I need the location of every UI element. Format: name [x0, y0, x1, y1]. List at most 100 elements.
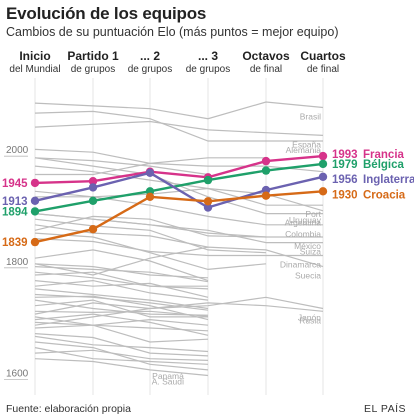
series-name-inglaterra: Inglaterra: [363, 174, 414, 186]
background-line-panam-: [34, 341, 209, 371]
background-line-7: [34, 232, 267, 271]
background-line-suiza: [34, 213, 323, 244]
stage-header-5: Octavos: [242, 49, 290, 63]
background-line-port: [34, 165, 323, 206]
team-label-colombia: Colombia: [285, 229, 321, 239]
background-line-brasil: [34, 101, 324, 120]
background-line-m-xico: [34, 215, 323, 238]
team-label-port: Port: [305, 209, 321, 219]
stage-header-4: ... 3: [198, 49, 218, 63]
y-tick-label-1800: 1800: [6, 257, 29, 268]
brand-logo: EL PAÍS: [363, 403, 406, 415]
chart-title: Evolución de los equipos: [6, 4, 207, 23]
line-b-lgica: [34, 162, 324, 213]
team-label-suecia: Suecia: [295, 271, 321, 281]
point-croacia-2: [88, 225, 98, 234]
background-line-jap-n: [34, 296, 324, 315]
y-axis-ticks: 2000 1800 1600: [4, 145, 29, 380]
line-inglaterra: [34, 171, 324, 209]
point-inglaterra-2: [88, 183, 98, 192]
point-francia-6: [318, 151, 328, 161]
background-line-5: [34, 218, 267, 254]
point-inglaterra-4: [203, 203, 213, 212]
background-line-15: [34, 288, 209, 310]
team-label-suiza: Suiza: [300, 247, 322, 257]
team-label-m-xico: México: [294, 241, 321, 251]
background-line-28: [34, 349, 209, 361]
background-line-14: [34, 279, 209, 301]
background-line-26: [34, 335, 209, 353]
start-value-inglaterra: 1913: [2, 196, 28, 208]
end-value-b-lgica: 1979: [332, 159, 358, 171]
point-croacia-3: [145, 192, 155, 201]
stage-subheader-2: de grupos: [71, 64, 115, 75]
background-line-11: [34, 271, 208, 287]
point-francia-5: [261, 156, 271, 166]
background-line-12: [34, 271, 209, 290]
start-value-b-lgica: 1894: [2, 206, 28, 218]
end-value-francia: 1993: [332, 149, 358, 161]
background-line-alemania: [34, 110, 323, 142]
background-line-10: [34, 266, 209, 283]
y-tick-label-1600: 1600: [6, 368, 29, 379]
background-line-20: [34, 310, 209, 317]
stage-header-1: Inicio: [19, 49, 50, 63]
background-line-24: [34, 324, 209, 343]
stage-subheader-3: de grupos: [128, 64, 172, 75]
background-line-25: [34, 333, 209, 357]
end-value-inglaterra: 1956: [332, 174, 358, 186]
highlighted-team-lines: [30, 151, 328, 247]
series-name-croacia: Croacia: [363, 189, 406, 201]
point-croacia-1: [30, 237, 40, 247]
background-line-23: [34, 321, 209, 332]
source-note: Fuente: elaboración propia: [6, 403, 131, 415]
point-croacia-4: [203, 197, 213, 206]
background-line-a-saud-: [34, 358, 209, 377]
team-label-a-saud-: A. Saudí: [152, 377, 185, 387]
point-croacia-6: [318, 187, 328, 196]
start-value-croacia: 1839: [2, 237, 28, 249]
point-francia-2: [88, 177, 98, 186]
series-name-b-lgica: Bélgica: [363, 159, 405, 171]
background-line-17: [34, 295, 209, 321]
background-line-27: [34, 347, 209, 365]
team-label-brasil: Brasil: [300, 112, 321, 122]
point-inglaterra-1: [30, 196, 40, 205]
team-label-argentina: Argentina: [285, 218, 322, 228]
team-label-dinamarca: Dinamarca: [280, 259, 321, 269]
stage-subheader-1: del Mundial: [9, 64, 60, 75]
stage-subheader-5: de final: [250, 64, 282, 75]
background-line-dinamarca: [34, 238, 323, 257]
team-label-alemania: Alemania: [286, 145, 322, 155]
background-line-rusia: [34, 302, 324, 326]
background-line-colombia: [34, 190, 323, 226]
point-inglaterra-3: [145, 168, 155, 177]
stage-header-2: Partido 1: [67, 49, 119, 63]
point-b-lgica-1: [30, 207, 40, 216]
team-label-espa-a: España: [292, 139, 321, 149]
background-line-8: [34, 249, 209, 282]
stage-subheader-4: de grupos: [186, 64, 230, 75]
stage-header-6: Cuartos: [300, 49, 346, 63]
team-label-rusia: Rusia: [299, 315, 321, 325]
end-value-croacia: 1930: [332, 189, 358, 201]
team-label-jap-n: Japón: [298, 312, 321, 322]
point-b-lgica-5: [261, 166, 271, 175]
background-line-suecia: [34, 246, 324, 276]
background-line-3: [35, 157, 266, 176]
point-inglaterra-6: [318, 172, 328, 181]
line-croacia: [34, 190, 324, 244]
team-label-uruguay: Uruguay: [289, 215, 322, 225]
y-tick-label-2000: 2000: [6, 145, 29, 156]
background-line-espa-a: [34, 120, 324, 136]
background-team-lines: [34, 101, 324, 377]
team-label-panam-: Panamá: [152, 371, 184, 381]
point-b-lgica-6: [318, 159, 328, 169]
point-francia-1: [30, 178, 40, 188]
series-name-francia: Francia: [363, 149, 405, 161]
point-b-lgica-2: [88, 196, 98, 205]
highlighted-team-labels: 1945 1993 Francia 1894 1979 Bélgica 1913 1956 In…: [2, 149, 414, 249]
